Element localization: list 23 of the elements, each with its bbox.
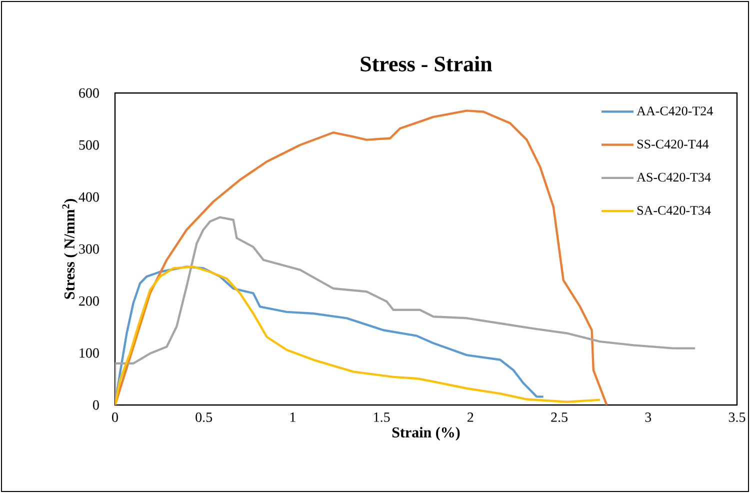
chart-title: Stress - Strain (360, 56, 492, 72)
y-tick-label: 600 (79, 88, 99, 98)
x-tick-label: 3.5 (728, 412, 746, 422)
y-axis-title: Stress ( N/mm$^{2}$) (62, 199, 78, 299)
x-tick-label: 2 (468, 412, 474, 422)
x-tick-label: 1.5 (374, 412, 390, 422)
y-tick-label: 100 (80, 348, 99, 358)
y-tick-label: 200 (79, 296, 99, 306)
y-tick-label: 300 (79, 244, 99, 254)
y-tick-label: 500 (79, 140, 99, 150)
legend-label: AS-C420-T34 (636, 172, 711, 182)
x-tick-label: 3 (645, 412, 652, 422)
legend-label: SA-C420-T34 (637, 206, 711, 215)
legend-label: AA-C420-T24 (636, 106, 713, 116)
x-tick-label: 0.5 (196, 412, 212, 422)
x-tick-label: 0 (112, 412, 118, 422)
legend-label: SS-C420-T44 (637, 140, 709, 148)
x-tick-label: 1 (290, 412, 296, 422)
line-series (115, 110, 608, 405)
x-tick-label: 2.5 (551, 412, 568, 422)
y-tick-label: 400 (78, 192, 99, 202)
y-tick-label: 0 (93, 400, 99, 410)
x-axis-title: Strain (%) (392, 426, 460, 441)
